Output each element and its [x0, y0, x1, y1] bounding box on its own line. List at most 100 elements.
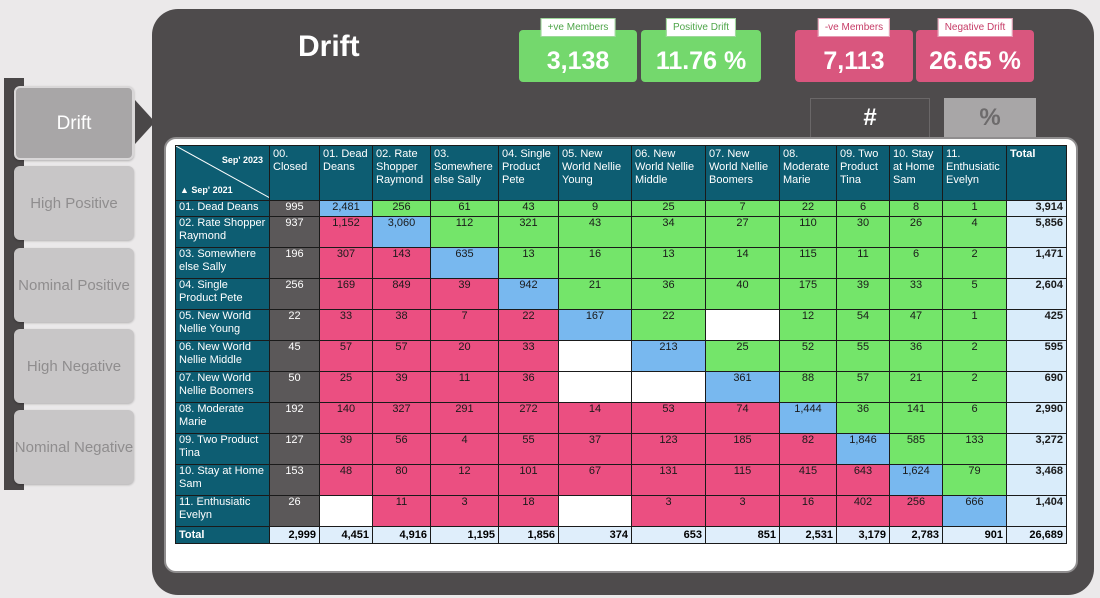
matrix-cell[interactable]: 14 [705, 247, 780, 279]
matrix-cell[interactable]: 54 [836, 309, 890, 341]
matrix-cell[interactable]: 55 [498, 433, 559, 465]
matrix-cell[interactable]: 133 [942, 433, 1007, 465]
matrix-cell[interactable]: 635 [430, 247, 499, 279]
matrix-cell[interactable]: 256 [372, 200, 431, 217]
matrix-cell[interactable]: 213 [631, 340, 706, 372]
matrix-cell[interactable]: 185 [705, 433, 780, 465]
matrix-cell[interactable]: 20 [430, 340, 499, 372]
matrix-cell[interactable]: 55 [836, 340, 890, 372]
matrix-cell[interactable]: 39 [836, 278, 890, 310]
matrix-cell[interactable] [705, 309, 780, 341]
matrix-cell[interactable]: 101 [498, 464, 559, 496]
matrix-cell[interactable]: 2 [942, 340, 1007, 372]
matrix-cell[interactable]: 22 [779, 200, 837, 217]
matrix-cell[interactable]: 112 [430, 216, 499, 248]
matrix-cell[interactable]: 4 [430, 433, 499, 465]
matrix-cell[interactable]: 37 [558, 433, 632, 465]
matrix-cell[interactable]: 115 [705, 464, 780, 496]
matrix-cell[interactable]: 82 [779, 433, 837, 465]
nav-nominal-positive-button[interactable]: Nominal Positive [14, 248, 134, 322]
matrix-cell[interactable]: 123 [631, 433, 706, 465]
matrix-cell[interactable]: 937 [269, 216, 320, 248]
matrix-cell[interactable]: 25 [705, 340, 780, 372]
matrix-cell[interactable]: 995 [269, 200, 320, 217]
matrix-cell[interactable]: 13 [498, 247, 559, 279]
matrix-cell[interactable]: 5 [942, 278, 1007, 310]
matrix-cell[interactable]: 3 [705, 495, 780, 527]
matrix-cell[interactable] [558, 340, 632, 372]
matrix-cell[interactable] [319, 495, 373, 527]
matrix-cell[interactable]: 141 [889, 402, 943, 434]
matrix-cell[interactable]: 256 [269, 278, 320, 310]
matrix-cell[interactable]: 26 [269, 495, 320, 527]
matrix-cell[interactable]: 33 [319, 309, 373, 341]
matrix-cell[interactable]: 8 [889, 200, 943, 217]
matrix-cell[interactable]: 34 [631, 216, 706, 248]
row-header[interactable]: 08. Moderate Marie [175, 402, 270, 434]
matrix-cell[interactable]: 7 [705, 200, 780, 217]
matrix-cell[interactable]: 585 [889, 433, 943, 465]
matrix-cell[interactable]: 153 [269, 464, 320, 496]
row-header[interactable]: 02. Rate Shopper Raymond [175, 216, 270, 248]
matrix-cell[interactable] [631, 371, 706, 403]
matrix-cell[interactable]: 22 [631, 309, 706, 341]
matrix-cell[interactable]: 327 [372, 402, 431, 434]
column-header[interactable]: 05. New World Nellie Young [558, 145, 632, 201]
matrix-cell[interactable]: 80 [372, 464, 431, 496]
column-header[interactable]: 09. Two Product Tina [836, 145, 890, 201]
matrix-cell[interactable]: 22 [498, 309, 559, 341]
matrix-cell[interactable]: 11 [372, 495, 431, 527]
matrix-cell[interactable]: 115 [779, 247, 837, 279]
matrix-cell[interactable]: 6 [836, 200, 890, 217]
matrix-cell[interactable]: 88 [779, 371, 837, 403]
matrix-cell[interactable]: 291 [430, 402, 499, 434]
matrix-cell[interactable]: 38 [372, 309, 431, 341]
matrix-cell[interactable]: 131 [631, 464, 706, 496]
percent-toggle-button[interactable]: % [944, 98, 1036, 138]
row-header[interactable]: 06. New World Nellie Middle [175, 340, 270, 372]
matrix-cell[interactable]: 33 [889, 278, 943, 310]
matrix-cell[interactable]: 167 [558, 309, 632, 341]
nav-high-negative-button[interactable]: High Negative [14, 329, 134, 403]
matrix-cell[interactable] [558, 371, 632, 403]
matrix-cell[interactable]: 79 [942, 464, 1007, 496]
matrix-cell[interactable]: 45 [269, 340, 320, 372]
matrix-cell[interactable]: 175 [779, 278, 837, 310]
matrix-cell[interactable]: 666 [942, 495, 1007, 527]
nav-nominal-negative-button[interactable]: Nominal Negative [14, 410, 134, 484]
column-header[interactable]: 06. New World Nellie Middle [631, 145, 706, 201]
nav-drift-button[interactable]: Drift [14, 86, 134, 160]
column-header[interactable]: Total [1006, 145, 1067, 201]
matrix-cell[interactable]: 36 [889, 340, 943, 372]
matrix-cell[interactable]: 1 [942, 200, 1007, 217]
row-header[interactable]: 05. New World Nellie Young [175, 309, 270, 341]
matrix-cell[interactable]: 1,846 [836, 433, 890, 465]
matrix-cell[interactable]: 57 [319, 340, 373, 372]
matrix-cell[interactable]: 140 [319, 402, 373, 434]
matrix-cell[interactable]: 169 [319, 278, 373, 310]
matrix-cell[interactable]: 21 [889, 371, 943, 403]
row-header[interactable]: 07. New World Nellie Boomers [175, 371, 270, 403]
matrix-cell[interactable]: 48 [319, 464, 373, 496]
column-header[interactable]: 02. Rate Shopper Raymond [372, 145, 431, 201]
row-header[interactable]: 10. Stay at Home Sam [175, 464, 270, 496]
matrix-cell[interactable]: 43 [558, 216, 632, 248]
matrix-cell[interactable]: 39 [319, 433, 373, 465]
matrix-cell[interactable]: 127 [269, 433, 320, 465]
matrix-cell[interactable]: 43 [498, 200, 559, 217]
matrix-cell[interactable]: 7 [430, 309, 499, 341]
column-header[interactable]: 03. Somewhere else Sally [430, 145, 499, 201]
matrix-cell[interactable]: 256 [889, 495, 943, 527]
matrix-cell[interactable]: 6 [889, 247, 943, 279]
nav-high-positive-button[interactable]: High Positive [14, 166, 134, 240]
matrix-cell[interactable]: 50 [269, 371, 320, 403]
matrix-cell[interactable]: 196 [269, 247, 320, 279]
matrix-cell[interactable]: 2 [942, 247, 1007, 279]
matrix-cell[interactable]: 321 [498, 216, 559, 248]
matrix-cell[interactable]: 1,444 [779, 402, 837, 434]
column-header[interactable]: 07. New World Nellie Boomers [705, 145, 780, 201]
matrix-cell[interactable]: 16 [558, 247, 632, 279]
column-header[interactable]: 00. Closed [269, 145, 320, 201]
row-header[interactable]: 04. Single Product Pete [175, 278, 270, 310]
column-header[interactable]: 10. Stay at Home Sam [889, 145, 943, 201]
